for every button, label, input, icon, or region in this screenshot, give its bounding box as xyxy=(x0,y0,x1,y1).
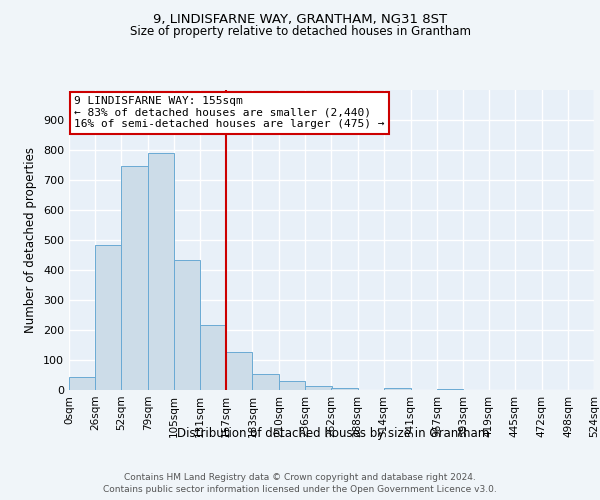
Text: Distribution of detached houses by size in Grantham: Distribution of detached houses by size … xyxy=(177,428,489,440)
Bar xyxy=(121,166,148,390)
Bar xyxy=(174,260,200,390)
Bar xyxy=(148,153,174,390)
Text: 9 LINDISFARNE WAY: 155sqm
← 83% of detached houses are smaller (2,440)
16% of se: 9 LINDISFARNE WAY: 155sqm ← 83% of detac… xyxy=(74,96,385,129)
Bar xyxy=(95,244,121,390)
Text: Size of property relative to detached houses in Grantham: Size of property relative to detached ho… xyxy=(130,25,470,38)
Bar xyxy=(280,381,305,390)
Bar xyxy=(383,388,410,390)
Y-axis label: Number of detached properties: Number of detached properties xyxy=(25,147,37,333)
Bar xyxy=(305,386,331,390)
Bar xyxy=(69,378,95,390)
Text: 9, LINDISFARNE WAY, GRANTHAM, NG31 8ST: 9, LINDISFARNE WAY, GRANTHAM, NG31 8ST xyxy=(153,12,447,26)
Bar xyxy=(331,388,358,390)
Bar xyxy=(437,388,463,390)
Text: Contains public sector information licensed under the Open Government Licence v3: Contains public sector information licen… xyxy=(103,485,497,494)
Bar xyxy=(253,374,280,390)
Text: Contains HM Land Registry data © Crown copyright and database right 2024.: Contains HM Land Registry data © Crown c… xyxy=(124,472,476,482)
Bar xyxy=(226,352,253,390)
Bar xyxy=(200,324,226,390)
